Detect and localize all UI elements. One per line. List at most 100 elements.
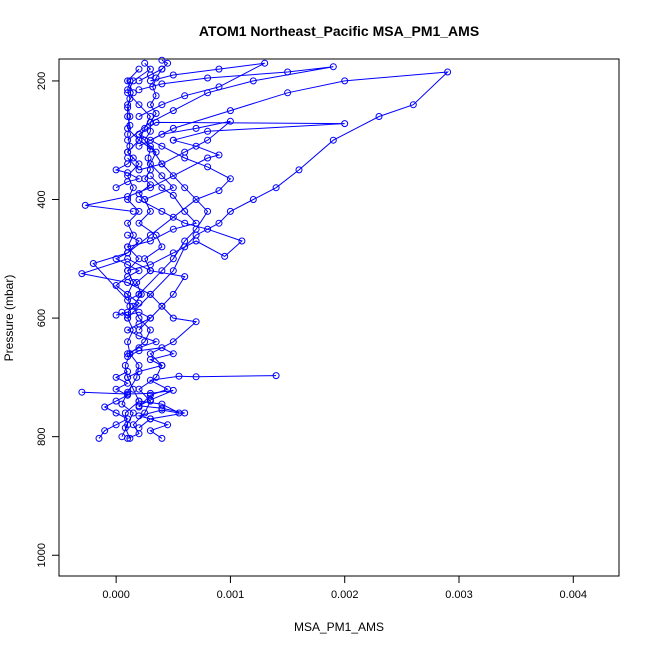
data-point bbox=[124, 178, 132, 186]
data-point bbox=[164, 421, 172, 429]
y-tick-label: 600 bbox=[36, 309, 48, 327]
data-series bbox=[112, 77, 143, 192]
data-series bbox=[124, 117, 234, 174]
data-point bbox=[124, 148, 132, 156]
data-series bbox=[118, 308, 160, 358]
data-point bbox=[112, 282, 120, 289]
data-point bbox=[135, 101, 143, 109]
series-line bbox=[127, 71, 449, 319]
data-point bbox=[146, 415, 154, 423]
data-point bbox=[146, 376, 154, 384]
data-point bbox=[124, 219, 132, 227]
x-tick-label: 0.001 bbox=[217, 589, 245, 601]
data-point bbox=[158, 434, 166, 442]
data-point bbox=[135, 430, 143, 438]
chart-title: ATOM1 Northeast_Pacific MSA_PM1_AMS bbox=[199, 23, 479, 39]
data-point bbox=[192, 196, 200, 203]
data-point bbox=[124, 353, 132, 361]
data-point bbox=[204, 207, 212, 215]
data-point bbox=[152, 338, 160, 346]
data-point bbox=[124, 350, 132, 358]
x-tick-label: 0.003 bbox=[445, 589, 473, 601]
data-point bbox=[169, 386, 177, 394]
data-point bbox=[112, 397, 120, 405]
data-point bbox=[112, 409, 120, 417]
data-point bbox=[169, 136, 177, 144]
series-line bbox=[127, 120, 231, 171]
data-point bbox=[146, 261, 154, 269]
data-point bbox=[169, 172, 177, 180]
data-point bbox=[112, 255, 120, 263]
data-point bbox=[181, 243, 189, 251]
data-point bbox=[126, 121, 134, 129]
data-point bbox=[124, 193, 132, 201]
data-point bbox=[158, 56, 166, 64]
data-point bbox=[124, 415, 132, 423]
data-point bbox=[158, 130, 166, 138]
data-point bbox=[146, 290, 154, 298]
data-point bbox=[238, 237, 246, 245]
data-point bbox=[215, 219, 223, 227]
data-point bbox=[144, 154, 152, 162]
data-point bbox=[121, 409, 129, 417]
data-point bbox=[129, 184, 137, 192]
data-point bbox=[169, 350, 177, 358]
series-line bbox=[138, 68, 163, 200]
data-point bbox=[146, 237, 154, 245]
data-point bbox=[215, 83, 223, 91]
data-point bbox=[169, 107, 177, 115]
series-line bbox=[127, 347, 175, 378]
data-point bbox=[169, 191, 177, 199]
data-point bbox=[135, 368, 143, 375]
data-point bbox=[169, 290, 177, 298]
data-point bbox=[204, 163, 212, 171]
data-point bbox=[158, 101, 166, 109]
data-series bbox=[135, 118, 349, 298]
data-point bbox=[135, 65, 143, 73]
data-series bbox=[124, 344, 177, 381]
data-point bbox=[135, 412, 143, 420]
y-axis: 200 400 600 800 1000 bbox=[36, 72, 59, 567]
data-point bbox=[135, 237, 143, 245]
series-line bbox=[137, 400, 180, 439]
data-point bbox=[95, 434, 103, 442]
data-point bbox=[146, 145, 154, 153]
data-point bbox=[158, 142, 166, 150]
data-point bbox=[226, 117, 234, 125]
data-point bbox=[204, 136, 212, 144]
data-point bbox=[181, 148, 189, 156]
data-point bbox=[124, 273, 132, 281]
data-point bbox=[181, 207, 189, 215]
series-line bbox=[127, 66, 334, 141]
data-point bbox=[158, 65, 166, 73]
data-point bbox=[169, 314, 177, 322]
data-point bbox=[146, 118, 154, 126]
data-point bbox=[101, 403, 109, 411]
data-point bbox=[158, 172, 166, 180]
data-point bbox=[226, 107, 234, 115]
data-point bbox=[135, 86, 143, 94]
data-point bbox=[135, 166, 143, 174]
data-point bbox=[192, 373, 200, 381]
data-point bbox=[129, 89, 137, 97]
data-point bbox=[124, 434, 132, 442]
data-point bbox=[215, 65, 223, 73]
data-point bbox=[126, 77, 134, 85]
data-point bbox=[146, 127, 154, 135]
data-point bbox=[124, 113, 132, 120]
data-point bbox=[126, 434, 134, 442]
data-point bbox=[135, 402, 143, 410]
data-point bbox=[169, 71, 177, 79]
data-point bbox=[141, 175, 149, 183]
data-point bbox=[124, 77, 132, 85]
data-point bbox=[152, 92, 160, 100]
y-axis-label: Pressure (mbar) bbox=[2, 275, 16, 362]
data-point bbox=[295, 166, 303, 174]
data-point bbox=[169, 267, 177, 275]
data-point bbox=[146, 314, 154, 322]
data-point bbox=[169, 213, 177, 221]
data-point bbox=[112, 373, 120, 381]
data-point bbox=[81, 201, 89, 209]
data-point bbox=[158, 80, 166, 88]
